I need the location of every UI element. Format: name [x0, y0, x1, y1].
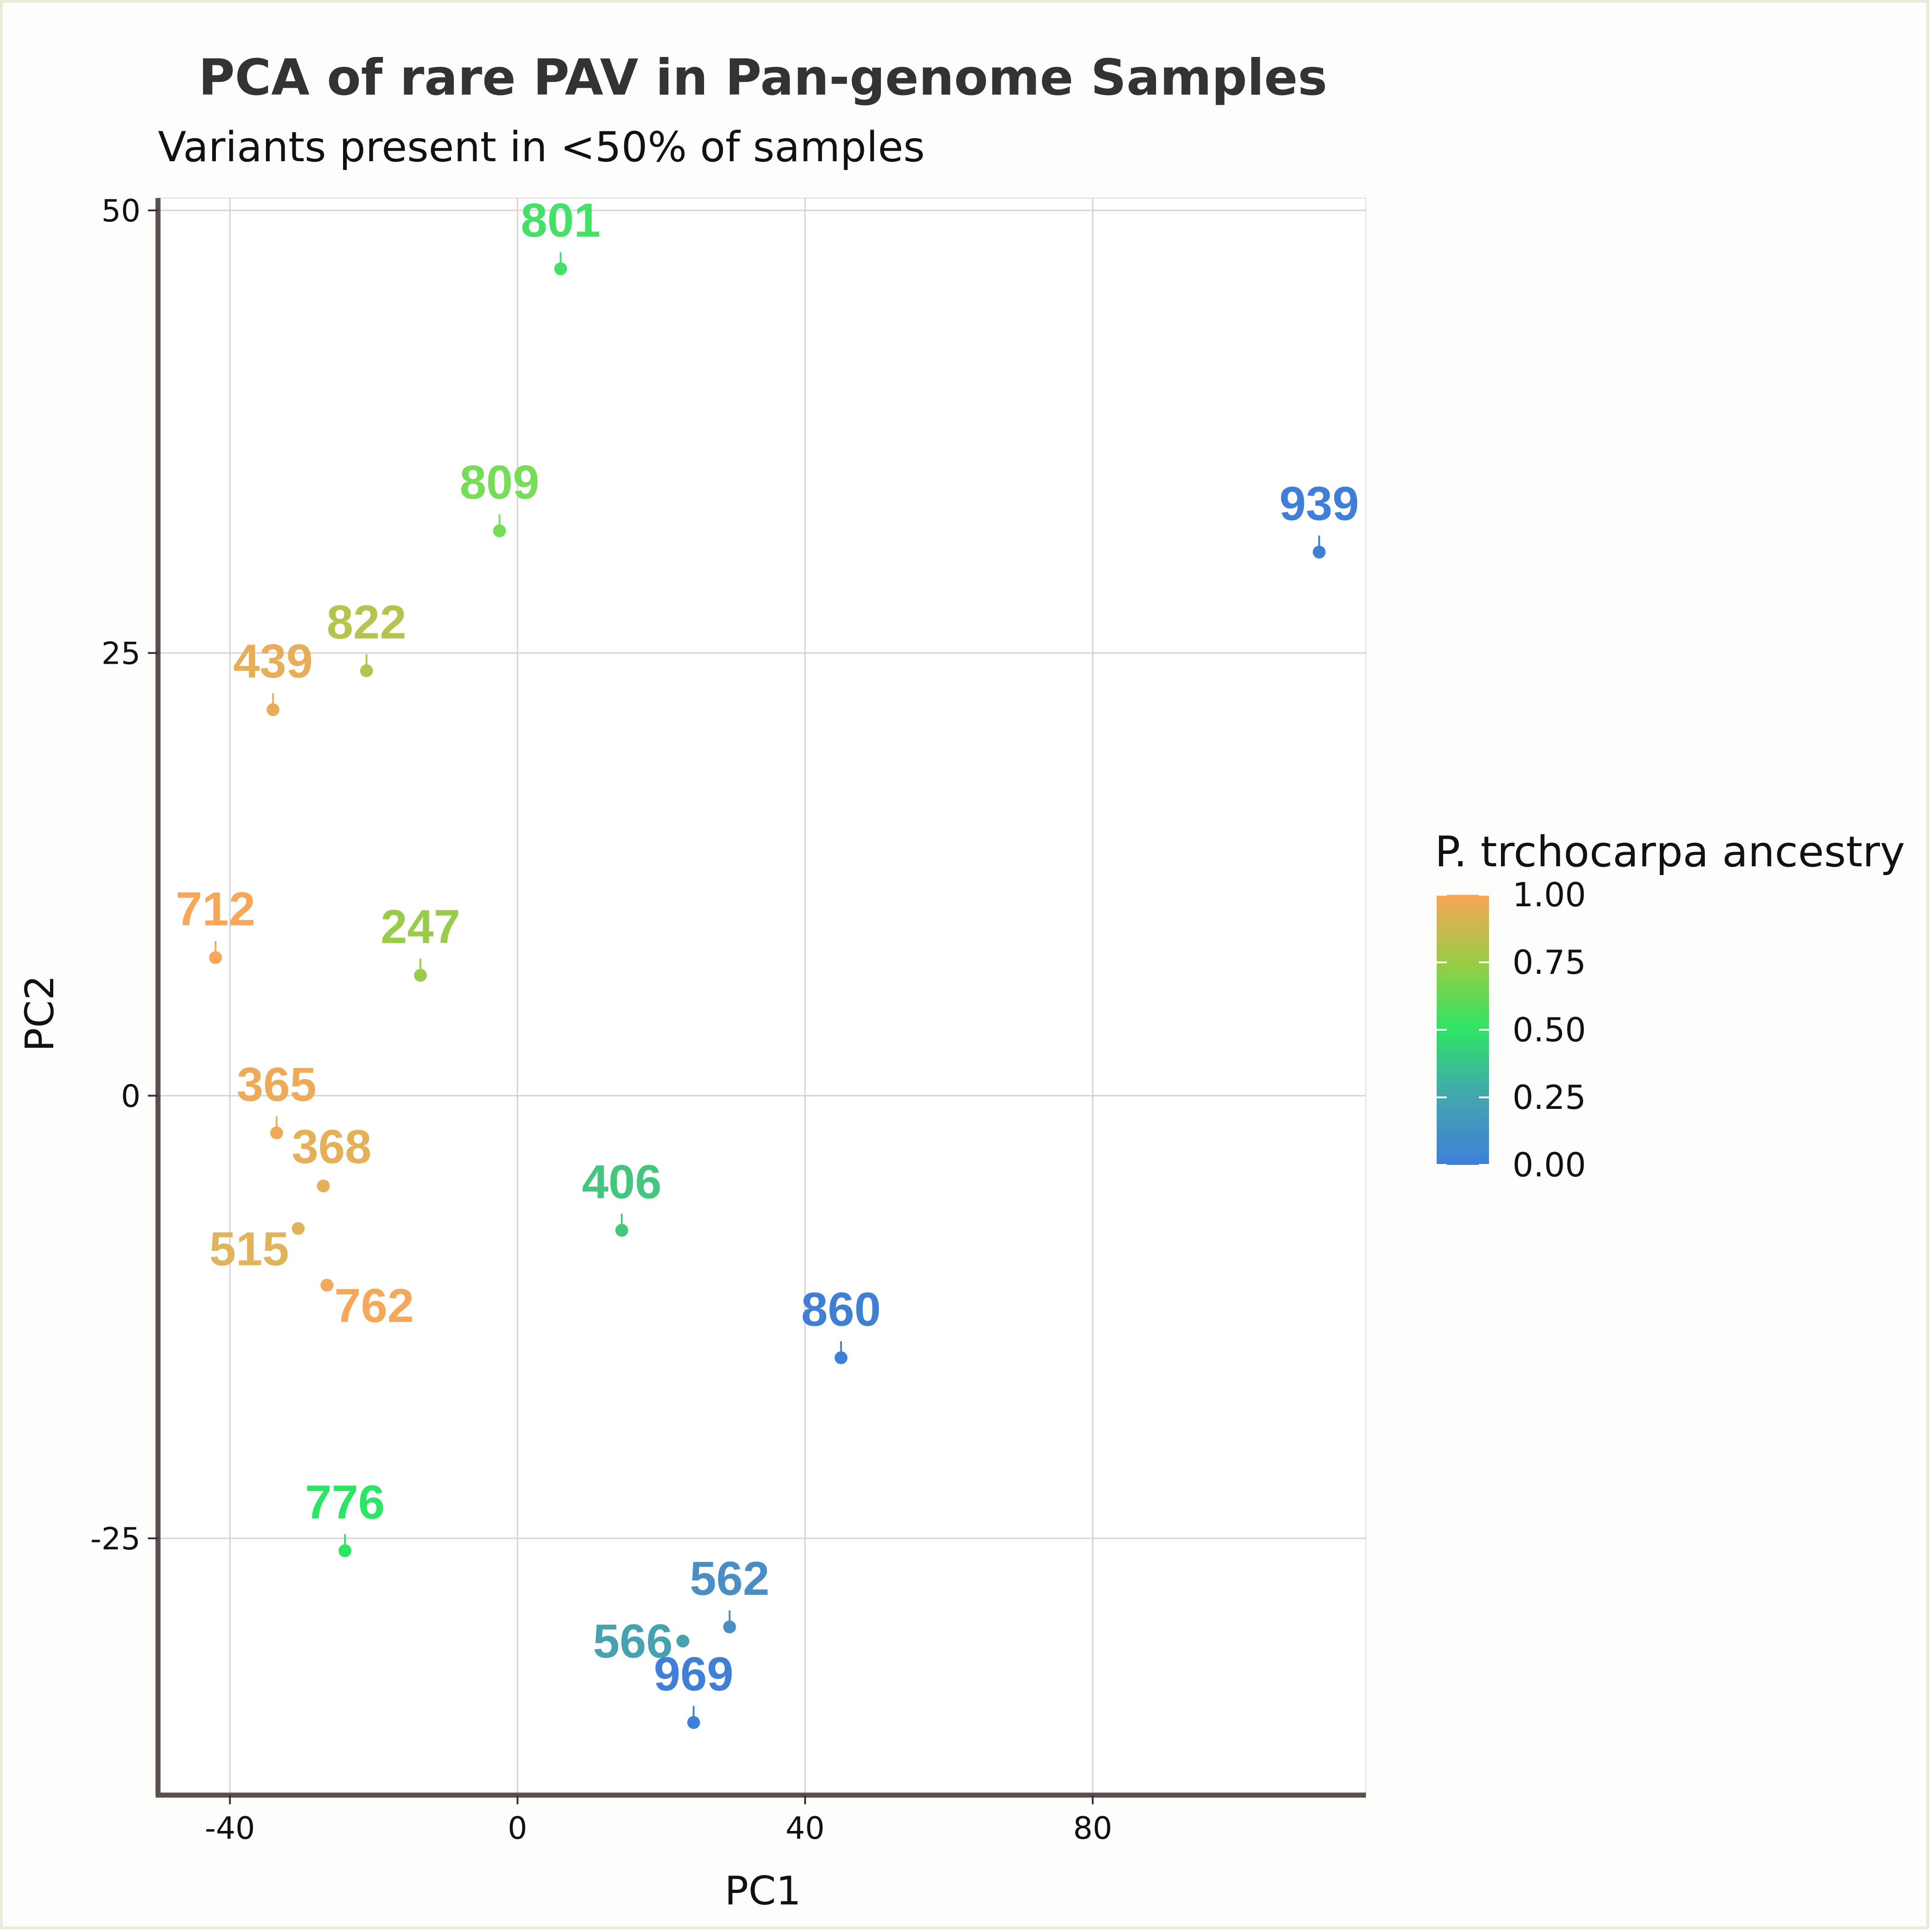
x-tick-label: 40 — [785, 1810, 824, 1846]
point-label: 776 — [305, 1476, 385, 1529]
data-point — [1313, 545, 1326, 559]
legend-tick-label: 0.25 — [1512, 1078, 1586, 1117]
data-point — [676, 1634, 689, 1648]
plot-panel — [157, 197, 1367, 1796]
point-label: 247 — [381, 900, 461, 954]
legend-tick-label: 0.50 — [1512, 1011, 1586, 1049]
axes: -40 0 40 80 -25 0 25 50 — [90, 193, 1366, 1846]
y-tick-label: 0 — [121, 1078, 141, 1114]
y-tick-label: 50 — [102, 193, 141, 229]
x-axis-title: PC1 — [725, 1868, 801, 1914]
data-point — [338, 1544, 352, 1558]
point-406: 406 — [582, 1155, 662, 1237]
pca-scatter-chart: PCA of rare PAV in Pan-genome Samples Va… — [17, 49, 1905, 1914]
point-368: 368 — [292, 1120, 372, 1192]
y-axis-title: PC2 — [17, 975, 63, 1052]
data-point — [360, 664, 373, 678]
x-tick-label: -40 — [205, 1810, 255, 1846]
color-legend: P. trchocarpa ancestry 1.00 0.75 0.50 0.25 0… — [1435, 827, 1905, 1184]
plot-background — [157, 197, 1367, 1796]
data-point — [270, 1126, 283, 1140]
point-label: 809 — [460, 456, 540, 509]
point-247: 247 — [381, 900, 461, 982]
x-tick-label: 0 — [508, 1810, 527, 1846]
point-439: 439 — [233, 635, 313, 717]
data-point — [615, 1224, 628, 1237]
data-point — [493, 524, 506, 537]
data-point — [292, 1222, 305, 1235]
legend-tick-label: 1.00 — [1512, 876, 1586, 914]
chart-subtitle: Variants present in <50% of samples — [158, 123, 925, 171]
point-label: 562 — [690, 1552, 770, 1605]
data-point — [687, 1716, 700, 1729]
chart-title: PCA of rare PAV in Pan-genome Samples — [198, 49, 1327, 107]
point-label: 801 — [521, 194, 601, 247]
legend-title: P. trchocarpa ancestry — [1435, 827, 1905, 876]
point-label: 439 — [233, 635, 313, 688]
y-tick-label: 25 — [102, 636, 141, 672]
data-point — [209, 951, 222, 964]
point-label: 368 — [292, 1120, 372, 1174]
point-822: 822 — [327, 596, 406, 678]
point-label: 566 — [593, 1615, 673, 1668]
data-points: 801 809 939 822 439 712 247 365 368 406 515 762 860 7… — [175, 194, 1359, 1729]
point-762: 762 — [320, 1278, 414, 1333]
point-562: 562 — [690, 1552, 770, 1633]
point-365: 365 — [237, 1058, 317, 1140]
data-point — [414, 969, 427, 982]
x-tick-label: 80 — [1073, 1810, 1112, 1846]
data-point — [723, 1620, 736, 1633]
point-label: 712 — [175, 883, 255, 936]
data-point — [266, 703, 280, 717]
data-point — [317, 1179, 330, 1192]
data-point — [554, 262, 567, 276]
point-969: 969 — [654, 1648, 734, 1729]
point-label: 406 — [582, 1155, 662, 1209]
y-tick-label: -25 — [90, 1521, 141, 1557]
point-label: 939 — [1279, 477, 1359, 531]
point-label: 365 — [237, 1058, 317, 1111]
data-point — [835, 1351, 848, 1364]
point-939: 939 — [1279, 477, 1359, 559]
point-712: 712 — [175, 883, 255, 964]
point-860: 860 — [801, 1283, 881, 1364]
legend-tick-label: 0.75 — [1512, 943, 1586, 982]
point-label: 860 — [801, 1283, 881, 1336]
point-label: 515 — [209, 1222, 289, 1276]
data-point — [320, 1278, 333, 1292]
point-515: 515 — [209, 1222, 305, 1276]
point-label: 969 — [654, 1648, 734, 1701]
point-label: 762 — [334, 1279, 414, 1333]
point-809: 809 — [460, 456, 540, 537]
legend-tick-label: 0.00 — [1512, 1146, 1586, 1184]
point-801: 801 — [521, 194, 601, 276]
point-label: 822 — [327, 596, 406, 649]
point-776: 776 — [305, 1476, 385, 1558]
legend-ticks: 1.00 0.75 0.50 0.25 0.00 — [1437, 876, 1586, 1184]
point-566: 566 — [593, 1615, 689, 1668]
